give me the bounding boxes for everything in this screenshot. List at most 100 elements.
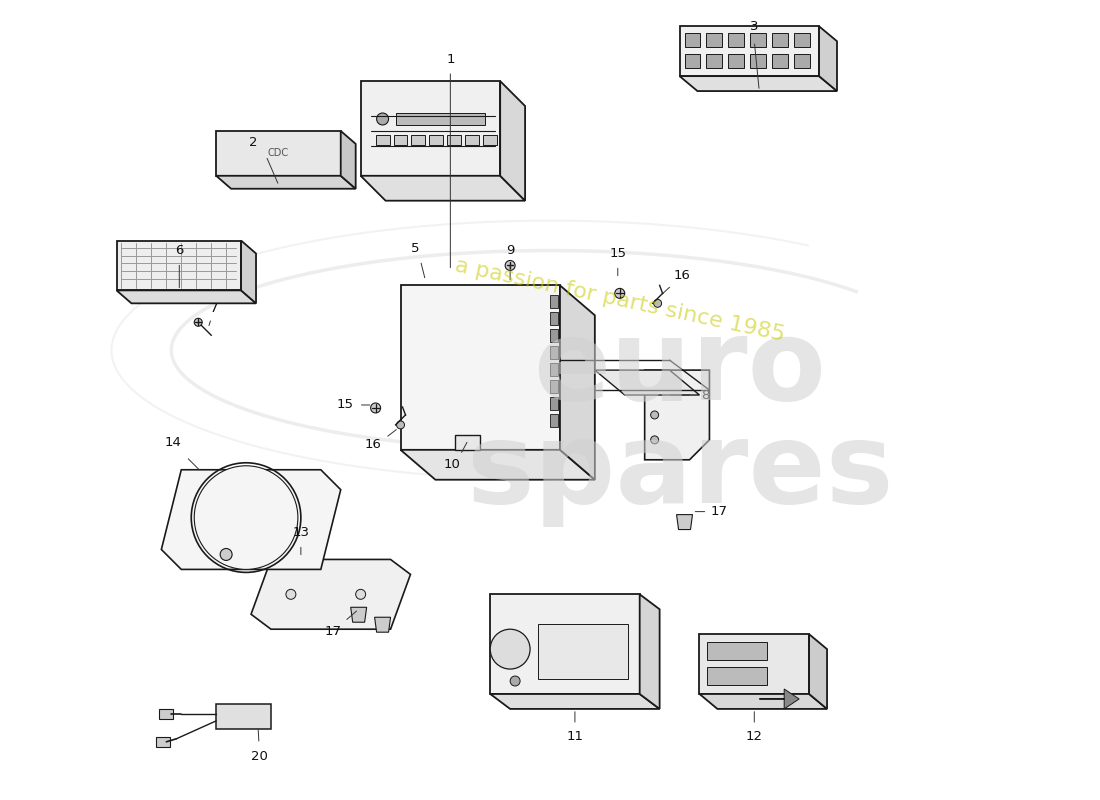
Bar <box>684 34 701 47</box>
Circle shape <box>650 436 659 444</box>
Polygon shape <box>676 514 693 530</box>
Circle shape <box>510 676 520 686</box>
Text: 2: 2 <box>249 136 257 150</box>
Circle shape <box>396 421 405 429</box>
Bar <box>750 34 767 47</box>
Text: CDC: CDC <box>267 148 288 158</box>
Bar <box>550 295 558 308</box>
Circle shape <box>491 630 530 669</box>
Text: 6: 6 <box>175 244 184 257</box>
Bar <box>550 346 558 359</box>
Polygon shape <box>810 634 827 709</box>
Polygon shape <box>640 594 660 709</box>
Bar <box>772 54 789 68</box>
Polygon shape <box>241 241 256 303</box>
Bar <box>538 624 628 679</box>
Polygon shape <box>117 290 256 303</box>
Bar <box>411 135 426 145</box>
Bar <box>465 135 480 145</box>
Bar <box>794 54 810 68</box>
Circle shape <box>653 299 661 307</box>
Text: euro
spares: euro spares <box>465 314 893 526</box>
Polygon shape <box>680 26 820 76</box>
Polygon shape <box>400 286 560 450</box>
Polygon shape <box>162 470 341 570</box>
Polygon shape <box>251 559 410 630</box>
Text: 20: 20 <box>251 750 267 763</box>
Text: 12: 12 <box>746 730 762 743</box>
Circle shape <box>195 466 298 570</box>
Circle shape <box>650 381 659 389</box>
Polygon shape <box>700 694 827 709</box>
Bar <box>550 397 558 410</box>
Text: 15: 15 <box>337 398 353 411</box>
Bar <box>550 380 558 393</box>
Text: 1: 1 <box>447 53 454 66</box>
Text: a passion for parts since 1985: a passion for parts since 1985 <box>453 255 786 345</box>
Polygon shape <box>759 689 799 709</box>
Polygon shape <box>820 26 837 91</box>
Bar <box>156 737 170 746</box>
Polygon shape <box>455 435 481 450</box>
Circle shape <box>371 403 381 413</box>
Polygon shape <box>217 131 341 176</box>
Bar <box>550 330 558 342</box>
Polygon shape <box>361 81 500 176</box>
Text: 8: 8 <box>702 389 710 402</box>
Bar <box>750 54 767 68</box>
Polygon shape <box>341 131 355 189</box>
Text: 9: 9 <box>506 244 515 257</box>
Circle shape <box>505 261 515 270</box>
Polygon shape <box>645 370 710 460</box>
Polygon shape <box>560 286 595 480</box>
Text: 17: 17 <box>324 625 341 638</box>
Circle shape <box>355 590 365 599</box>
Polygon shape <box>217 176 355 189</box>
Text: 10: 10 <box>444 458 461 471</box>
Text: 16: 16 <box>364 438 381 451</box>
Polygon shape <box>500 81 525 201</box>
Polygon shape <box>491 594 640 694</box>
Text: 13: 13 <box>293 526 309 539</box>
Bar <box>684 54 701 68</box>
Bar <box>728 34 745 47</box>
Bar <box>394 135 407 145</box>
Polygon shape <box>700 634 810 694</box>
Circle shape <box>220 549 232 561</box>
Bar <box>706 34 723 47</box>
Polygon shape <box>351 607 366 622</box>
Polygon shape <box>217 704 271 729</box>
Text: 11: 11 <box>566 730 583 743</box>
Bar <box>728 54 745 68</box>
Text: 17: 17 <box>711 505 728 518</box>
Bar <box>794 34 810 47</box>
Text: 15: 15 <box>609 247 626 260</box>
Polygon shape <box>361 176 525 201</box>
Polygon shape <box>375 618 390 632</box>
Circle shape <box>286 590 296 599</box>
Bar <box>375 135 389 145</box>
Bar <box>772 34 789 47</box>
Circle shape <box>376 113 388 125</box>
Bar <box>550 414 558 427</box>
Bar <box>550 312 558 326</box>
Text: 14: 14 <box>165 436 182 450</box>
Bar <box>550 363 558 376</box>
Polygon shape <box>595 370 700 395</box>
Polygon shape <box>400 450 595 480</box>
Polygon shape <box>117 241 241 290</box>
Text: 16: 16 <box>673 269 690 282</box>
Circle shape <box>650 411 659 419</box>
Bar <box>707 642 767 660</box>
Circle shape <box>615 288 625 298</box>
Text: 7: 7 <box>210 302 219 315</box>
Circle shape <box>195 318 202 326</box>
Text: 3: 3 <box>750 20 759 33</box>
Bar <box>160 709 174 719</box>
Bar <box>483 135 497 145</box>
Bar <box>448 135 461 145</box>
Bar <box>707 667 767 685</box>
Bar <box>706 54 723 68</box>
Bar <box>429 135 443 145</box>
Polygon shape <box>680 76 837 91</box>
